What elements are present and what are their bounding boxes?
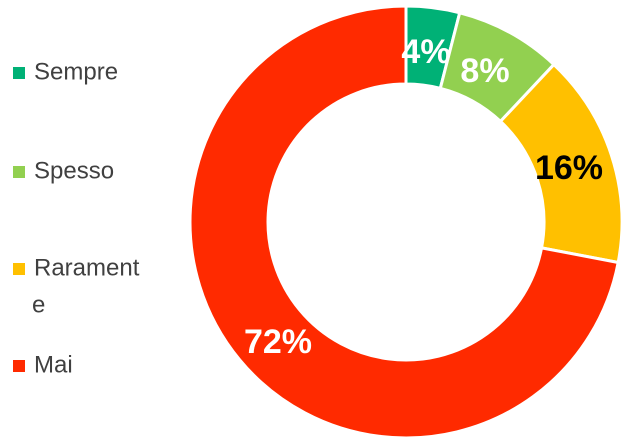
legend-label-spesso: Spesso [34, 157, 114, 184]
slices-group [188, 4, 623, 439]
legend-swatch-sempre [13, 67, 25, 79]
legend-label-raramente: Rarament [34, 254, 140, 281]
data-label-mai: 72% [244, 323, 312, 361]
data-label-sempre: 4% [401, 33, 450, 71]
legend-label-sempre: Sempre [34, 58, 118, 85]
data-label-spesso: 8% [460, 52, 509, 90]
slice-mai [188, 4, 620, 439]
legend-swatch-raramente [13, 263, 25, 275]
data-label-raramente: 16% [535, 149, 603, 187]
data-labels-group: 4% 8% 16% 72% [244, 33, 603, 361]
legend-swatch-mai [13, 360, 25, 372]
legend: Sempre Spesso Rarament e Mai [13, 58, 140, 378]
legend-label-raramente-line2: e [32, 291, 45, 318]
legend-swatch-spesso [13, 166, 25, 178]
legend-label-mai: Mai [34, 351, 73, 378]
